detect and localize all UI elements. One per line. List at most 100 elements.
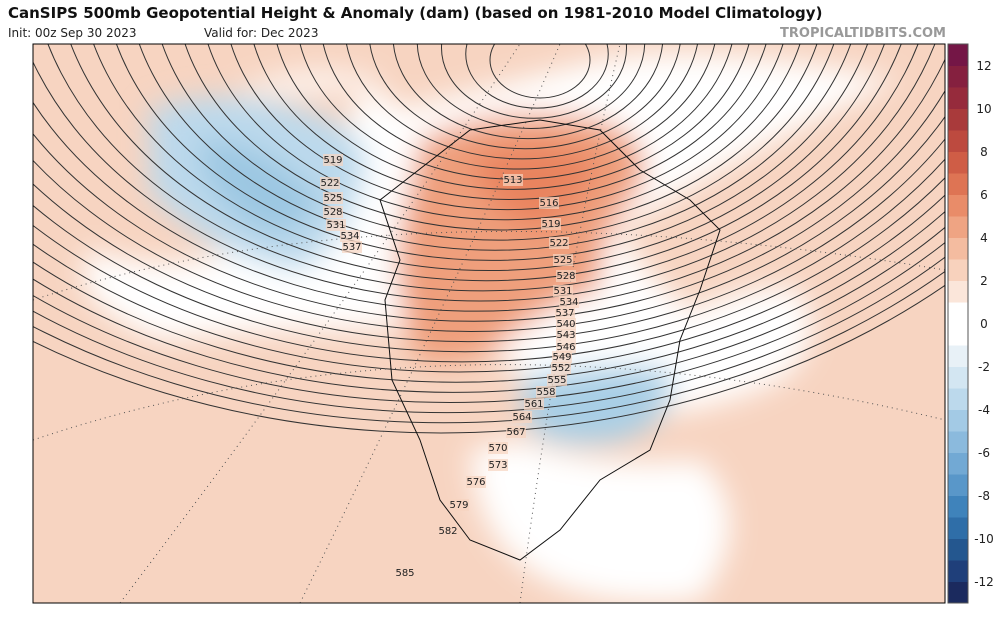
contour-label: 576 <box>466 477 485 488</box>
contour-line <box>392 44 664 140</box>
contour-line <box>33 115 945 332</box>
contour-label: 522 <box>549 238 568 249</box>
contour-label: 543 <box>556 330 575 341</box>
label-bg <box>323 206 343 218</box>
contour-line <box>70 44 902 282</box>
contour-label: 579 <box>449 500 468 511</box>
contour-line <box>416 44 646 129</box>
colorbar-bin <box>948 452 968 475</box>
contour-label: 531 <box>553 286 572 297</box>
colorbar-bin <box>948 581 968 604</box>
contour-label: 558 <box>536 387 555 398</box>
label-bg <box>449 499 469 511</box>
init-time: Init: 00z Sep 30 2023 <box>8 26 136 40</box>
label-bg <box>556 341 576 353</box>
label-bg <box>320 177 340 189</box>
contour-line <box>93 44 885 271</box>
contour-line <box>369 44 681 150</box>
colorbar-label: 12 <box>976 59 991 73</box>
colorbar-bin <box>948 108 968 131</box>
contour-line <box>33 194 945 373</box>
contour-label: 513 <box>503 175 522 186</box>
colorbar-bin <box>948 216 968 238</box>
label-bg <box>466 476 486 488</box>
contour-line <box>33 176 945 363</box>
contour-line <box>441 44 627 119</box>
colorbar-bin <box>948 237 968 260</box>
label-bg <box>512 411 532 423</box>
contour-line <box>33 284 945 434</box>
contour-label: 528 <box>323 207 342 218</box>
contour-line <box>33 158 945 353</box>
contour-line <box>47 44 919 292</box>
contour-line <box>33 210 945 383</box>
colorbar-bin <box>948 323 968 346</box>
label-bg <box>323 154 343 166</box>
contour-label: 564 <box>512 412 531 423</box>
contour-label: 528 <box>556 271 575 282</box>
colorbar-bin <box>948 409 968 432</box>
label-bg <box>556 318 576 330</box>
colorbar-bin <box>948 560 968 582</box>
title: CanSIPS 500mb Geopotential Height & Anom… <box>8 4 822 22</box>
contour-line <box>230 44 784 211</box>
label-bg <box>488 442 508 454</box>
label-bg <box>340 230 360 242</box>
contour-label: 570 <box>488 443 507 454</box>
colorbar-bin <box>948 538 968 561</box>
colorbar-label: -10 <box>974 532 994 546</box>
contour-label: 540 <box>556 319 575 330</box>
label-bg <box>395 567 415 579</box>
colorbar-bin <box>948 495 968 518</box>
contour-label: 552 <box>551 363 570 374</box>
contour-line <box>33 44 936 302</box>
contour-label: 537 <box>555 308 574 319</box>
contour-label: 525 <box>323 193 342 204</box>
contour-line <box>253 44 767 200</box>
contour-line <box>33 137 945 342</box>
contour-line <box>138 44 852 251</box>
colorbar-bin <box>948 259 968 281</box>
colorbar-bin <box>948 302 968 324</box>
contour-line <box>346 44 698 160</box>
contour-label: 534 <box>559 297 578 308</box>
label-bg <box>539 197 559 209</box>
colorbar-bin <box>948 280 968 303</box>
label-bg <box>556 270 576 282</box>
contour-line <box>33 226 945 393</box>
contour-label: 534 <box>340 231 359 242</box>
label-bg <box>438 525 458 537</box>
contour-line <box>465 44 609 109</box>
contour-label: 555 <box>547 375 566 386</box>
contour-label: 567 <box>506 427 525 438</box>
colorbar-label: 8 <box>980 145 988 159</box>
contour-label: 585 <box>395 568 414 579</box>
label-bg <box>553 285 573 297</box>
label-bg <box>524 398 544 410</box>
contour-line <box>115 44 869 261</box>
label-bg <box>488 459 508 471</box>
colorbar-bin <box>948 194 968 217</box>
label-bg <box>342 241 362 253</box>
contour-label: 561 <box>524 399 543 410</box>
contour-label: 546 <box>556 342 575 353</box>
contour-label: 573 <box>488 460 507 471</box>
colorbar-frame <box>947 43 969 604</box>
contour-line <box>161 44 835 241</box>
label-bg <box>547 374 567 386</box>
map <box>33 44 945 603</box>
contour-line <box>322 44 716 170</box>
contour-line <box>33 241 945 403</box>
valid-time: Valid for: Dec 2023 <box>204 26 318 40</box>
colorbar-label: -2 <box>978 360 990 374</box>
contour-label: 531 <box>326 220 345 231</box>
label-bg <box>326 219 346 231</box>
colorbar-bin <box>948 345 968 367</box>
colorbar-label: 4 <box>980 231 988 245</box>
colorbar-label: -8 <box>978 489 990 503</box>
contour-label: 519 <box>323 155 342 166</box>
colorbar-bin <box>948 87 968 109</box>
contour-line <box>276 44 750 190</box>
label-bg <box>506 426 526 438</box>
